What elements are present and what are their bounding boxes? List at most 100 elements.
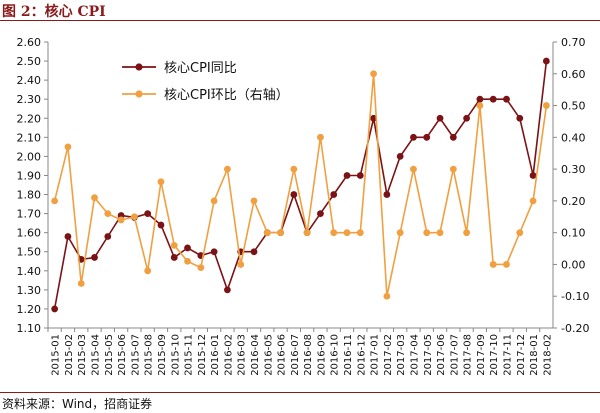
left-tick-label: 1.20 — [17, 303, 42, 316]
x-tick-label: 2015-12 — [197, 334, 208, 376]
x-tick-label: 2015-05 — [104, 334, 115, 376]
right-tick-label: 0.40 — [561, 131, 586, 144]
mom-point — [343, 229, 351, 237]
x-tick-label: 2017-02 — [383, 334, 394, 376]
left-tick-label: 1.50 — [17, 246, 42, 259]
x-tick-label: 2017-05 — [423, 334, 434, 376]
x-tick-label: 2016-06 — [277, 334, 288, 376]
yoy-point — [356, 172, 364, 179]
source-note: 资料来源：Wind，招商证券 — [2, 397, 153, 411]
x-tick-label: 2018-02 — [542, 334, 553, 376]
mom-point — [250, 197, 258, 205]
mom-point — [117, 216, 125, 224]
mom-point — [423, 229, 431, 237]
x-tick-label: 2016-03 — [237, 334, 248, 376]
mom-point — [157, 178, 165, 186]
x-tick-label: 2016-09 — [316, 334, 327, 376]
right-tick-label: 0.60 — [561, 68, 586, 81]
left-tick-label: 2.60 — [17, 36, 42, 49]
x-tick-label: 2016-12 — [356, 334, 367, 376]
legend-item-mom: 核心CPI环比（右轴） — [122, 88, 289, 103]
right-tick-label: 0.20 — [561, 195, 586, 208]
left-tick-label: 2.40 — [17, 74, 42, 87]
legend-label: 核心CPI同比 — [164, 61, 237, 76]
mom-point — [64, 143, 72, 151]
left-tick-label: 1.90 — [17, 169, 42, 182]
mom-point — [356, 229, 364, 237]
x-tick-label: 2015-08 — [144, 334, 155, 376]
left-tick-label: 1.70 — [17, 208, 42, 221]
left-tick-label: 1.30 — [17, 284, 42, 297]
title-rule — [0, 20, 600, 21]
yoy-point — [436, 114, 444, 122]
x-tick-label: 2016-10 — [330, 334, 341, 376]
yoy-point — [330, 191, 338, 198]
legend-swatch-marker — [135, 63, 143, 71]
yoy-point — [516, 114, 524, 122]
mom-point — [542, 102, 550, 109]
mom-point — [330, 229, 338, 237]
yoy-point — [449, 133, 457, 141]
x-tick-label: 2017-08 — [463, 334, 474, 376]
mom-point — [489, 261, 497, 268]
series-line-yoy — [53, 61, 548, 310]
mom-point — [463, 229, 471, 237]
x-tick-label: 2015-10 — [170, 334, 181, 376]
x-tick-label: 2017-09 — [476, 334, 487, 376]
mom-point — [370, 70, 377, 78]
mom-point — [104, 210, 112, 218]
yoy-point — [423, 133, 431, 141]
right-tick-label: -0.10 — [561, 290, 589, 303]
yoy-point — [463, 114, 471, 122]
right-tick-label: -0.20 — [561, 322, 589, 335]
yoy-point — [290, 191, 298, 198]
mom-point — [77, 280, 85, 287]
left-tick-label: 1.80 — [17, 189, 42, 202]
left-tick-label: 2.50 — [17, 55, 42, 68]
left-tick-label: 2.10 — [17, 131, 42, 144]
mom-point — [210, 197, 218, 205]
yoy-point — [410, 133, 417, 141]
yoy-point — [51, 305, 59, 313]
legend-label: 核心CPI环比（右轴） — [164, 88, 289, 103]
mom-point — [317, 133, 324, 141]
yoy-point — [529, 172, 537, 179]
yoy-point — [210, 248, 218, 256]
x-tick-label: 2017-12 — [516, 334, 527, 376]
mom-point — [476, 102, 484, 109]
yoy-point — [343, 172, 351, 179]
yoy-point — [250, 248, 258, 256]
yoy-point — [476, 95, 484, 103]
mom-point — [383, 292, 391, 300]
left-tick-label: 1.40 — [17, 265, 42, 278]
yoy-point — [157, 221, 165, 229]
x-tick-label: 2016-05 — [263, 334, 274, 376]
mom-point — [290, 165, 298, 173]
mom-point — [516, 229, 524, 237]
legend-swatch-marker — [135, 90, 143, 98]
x-tick-label: 2016-07 — [290, 334, 301, 376]
x-tick-label: 2017-06 — [436, 334, 447, 376]
left-tick-label: 2.30 — [17, 93, 42, 106]
yoy-point — [224, 286, 231, 294]
x-tick-label: 2018-01 — [529, 334, 540, 376]
mom-point — [410, 165, 417, 173]
x-tick-label: 2015-09 — [157, 334, 168, 376]
yoy-point — [383, 191, 391, 198]
yoy-point — [104, 233, 112, 240]
mom-point — [170, 241, 178, 249]
x-tick-label: 2017-01 — [370, 334, 381, 376]
mom-point — [197, 264, 205, 272]
mom-point — [237, 261, 245, 268]
right-tick-label: 0.50 — [561, 100, 586, 113]
x-tick-label: 2017-04 — [409, 334, 420, 376]
right-tick-label: 0.70 — [561, 36, 586, 49]
right-tick-label: 0.00 — [561, 258, 586, 271]
mom-point — [396, 229, 404, 237]
x-tick-label: 2016-01 — [210, 334, 221, 376]
mom-point — [263, 229, 271, 237]
mom-point — [51, 197, 59, 205]
mom-point — [529, 197, 537, 205]
yoy-point — [64, 233, 72, 240]
yoy-point — [542, 57, 550, 65]
